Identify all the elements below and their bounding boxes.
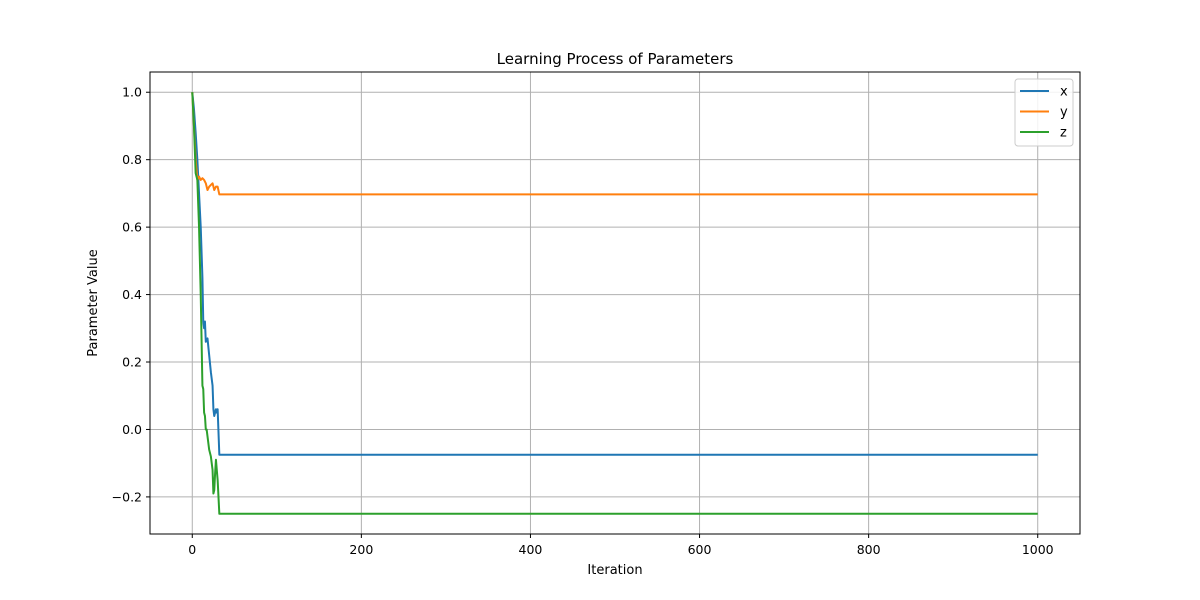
x-tick-label: 600 xyxy=(688,542,712,557)
x-axis-ticks: 0 200 400 600 800 1000 xyxy=(188,534,1054,557)
y-tick-label: 0.2 xyxy=(122,355,142,370)
y-axis-label: Parameter Value xyxy=(86,249,101,356)
x-tick-label: 200 xyxy=(349,542,373,557)
grid-lines xyxy=(150,72,1080,534)
legend-label-z: z xyxy=(1060,126,1067,141)
chart-title: Learning Process of Parameters xyxy=(497,50,734,68)
y-tick-label: 0.4 xyxy=(122,287,142,302)
series-line-z xyxy=(191,92,1038,515)
x-tick-label: 1000 xyxy=(1022,542,1054,557)
y-tick-label: 1.0 xyxy=(122,85,142,100)
y-tick-label: 0.8 xyxy=(122,152,142,167)
x-tick-label: 0 xyxy=(188,542,196,557)
legend-label-y: y xyxy=(1060,105,1068,120)
plot-frame xyxy=(149,71,1081,535)
y-tick-label: −0.2 xyxy=(112,489,142,504)
series-line-x xyxy=(191,92,1038,456)
legend: xyz xyxy=(1014,78,1074,147)
y-axis-ticks: −0.2 0.0 0.2 0.4 0.6 0.8 1.0 xyxy=(112,85,150,504)
series-lines xyxy=(191,92,1038,515)
y-tick-label: 0.0 xyxy=(122,422,142,437)
x-tick-label: 800 xyxy=(857,542,881,557)
y-tick-label: 0.6 xyxy=(122,220,142,235)
legend-label-x: x xyxy=(1060,85,1068,100)
plot-area-background xyxy=(150,72,1080,534)
x-axis-label: Iteration xyxy=(587,563,642,578)
x-tick-label: 400 xyxy=(519,542,543,557)
